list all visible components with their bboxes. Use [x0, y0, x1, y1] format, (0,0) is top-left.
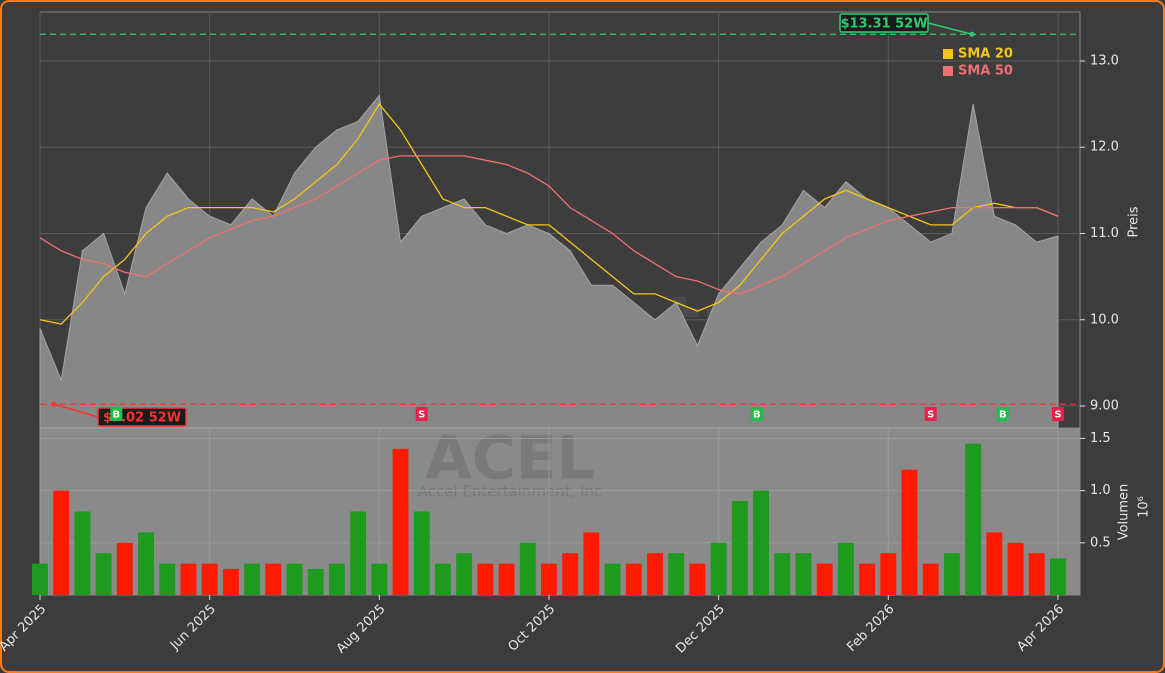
- signal-label: S: [1054, 410, 1061, 421]
- plot-layer: forexsignale.tradeACELAccel Entertainmen…: [0, 11, 1152, 657]
- volume-bar: [965, 443, 982, 595]
- volume-bar: [477, 563, 494, 595]
- signal-label: B: [999, 410, 1007, 421]
- volume-bar: [774, 553, 791, 595]
- legend-swatch: [943, 49, 953, 59]
- signal-marker: [996, 407, 1009, 421]
- y-tick-label: 13.0: [1090, 53, 1119, 68]
- volume-bar: [901, 469, 918, 595]
- volume-bar: [350, 511, 367, 595]
- volume-bar: [816, 563, 833, 595]
- volume-bar: [604, 563, 621, 595]
- volume-bar: [1049, 558, 1066, 595]
- volume-bar: [689, 563, 706, 595]
- volume-bar: [837, 542, 854, 595]
- company-watermark: Accel Entertainment, Inc: [418, 483, 603, 501]
- y-tick-label: 12.0: [1090, 140, 1119, 155]
- legend-label: SMA 20: [958, 47, 1013, 62]
- volume-bar: [986, 532, 1003, 595]
- volume-bar: [434, 563, 451, 595]
- volume-bar: [668, 553, 685, 595]
- sma-line: [39, 103, 1059, 325]
- volume-bar: [32, 563, 48, 595]
- volume-bar: [731, 501, 748, 595]
- signal-marker: [110, 407, 123, 421]
- signal-marker: [924, 407, 937, 421]
- volume-bar: [392, 448, 409, 595]
- signal-label: B: [753, 410, 761, 421]
- volume-bar: [159, 563, 176, 595]
- annotation-arrow: [53, 403, 99, 418]
- sma-line: [39, 155, 1059, 295]
- volume-bar: [583, 532, 600, 595]
- volume-bar: [859, 563, 876, 595]
- volume-bar: [562, 553, 579, 595]
- volume-bar: [138, 532, 154, 595]
- volume-bar: [943, 553, 960, 595]
- volume-bar: [922, 563, 939, 595]
- ticker-watermark: ACEL: [425, 424, 595, 494]
- volume-bar: [95, 553, 112, 595]
- volume-bar: [541, 563, 557, 595]
- y-axis-title: Preis: [1127, 206, 1142, 237]
- annotation-arrow: [927, 22, 973, 35]
- signal-marker: [750, 407, 763, 421]
- legend-swatch: [943, 66, 953, 76]
- signal-label: B: [113, 410, 121, 421]
- volume-bar: [201, 563, 218, 595]
- volume-bar: [795, 553, 812, 595]
- volume-bar: [880, 553, 897, 595]
- arrow-head: [51, 401, 57, 407]
- y2-multiplier: 10⁶: [1137, 496, 1152, 518]
- volume-bar: [244, 563, 261, 595]
- volume-bar: [53, 490, 70, 595]
- annotation-label: $9.02 52W: [103, 411, 181, 426]
- arrow-head: [969, 31, 975, 37]
- volume-bar: [180, 563, 197, 595]
- y2-axis-title: Volumen: [1117, 484, 1132, 541]
- signal-label: S: [418, 410, 425, 421]
- signal-label: S: [927, 410, 934, 421]
- volume-bar: [286, 563, 303, 595]
- volume-bar: [647, 553, 663, 595]
- y-tick-label: 11.0: [1090, 226, 1119, 241]
- volume-bar: [116, 542, 133, 595]
- volume-bar: [456, 553, 473, 595]
- signal-marker: [1051, 407, 1064, 421]
- signal-marker: [415, 407, 428, 421]
- y2-tick-label: 0.5: [1090, 535, 1111, 550]
- y-tick-label: 10.0: [1090, 312, 1119, 327]
- volume-bar: [328, 563, 345, 595]
- y-tick-label: 9.00: [1090, 399, 1119, 414]
- volume-bar: [413, 511, 430, 595]
- y2-tick-label: 1.5: [1090, 431, 1111, 446]
- volume-bar: [222, 568, 239, 595]
- volume-bar: [1007, 542, 1024, 595]
- volume-bar: [371, 563, 388, 595]
- annotation-label: $13.31 52W: [840, 17, 927, 32]
- volume-bar: [710, 542, 727, 595]
- volume-bar: [625, 563, 642, 595]
- volume-bar: [265, 563, 282, 595]
- volume-bar: [519, 542, 536, 595]
- volume-bar: [1028, 553, 1045, 595]
- volume-bar: [307, 568, 324, 595]
- volume-bar: [753, 490, 769, 595]
- y2-tick-label: 1.0: [1090, 483, 1111, 498]
- volume-bar: [74, 511, 91, 595]
- legend-label: SMA 50: [958, 64, 1013, 79]
- volume-bar: [498, 563, 515, 595]
